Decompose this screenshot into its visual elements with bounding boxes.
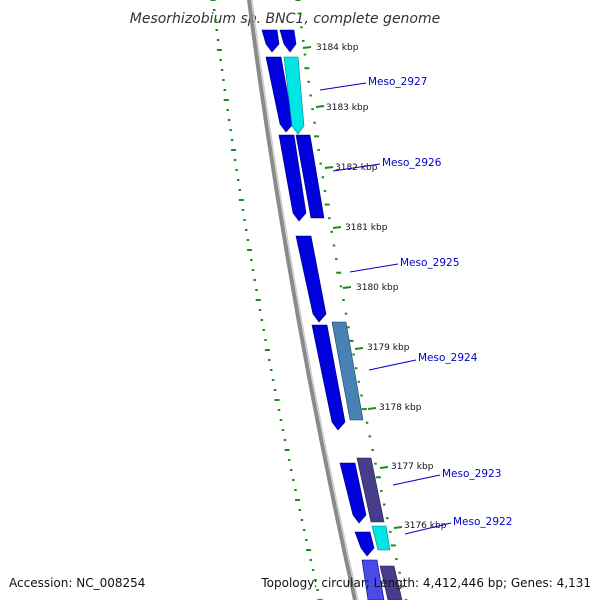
- gene-feature[interactable]: [356, 457, 385, 523]
- gene-feature[interactable]: [361, 559, 385, 600]
- gene-label-meso-2922[interactable]: Meso_2922: [453, 516, 512, 528]
- scale-tick: [302, 46, 312, 49]
- scale-label: 3179 kbp: [367, 343, 410, 353]
- label-leader: [404, 522, 452, 535]
- gene-feature[interactable]: [379, 565, 403, 600]
- scale-tick: [354, 347, 364, 350]
- label-leader: [319, 82, 367, 91]
- outer-tick-ring: [210, 0, 323, 600]
- gene-feature[interactable]: [331, 321, 364, 421]
- gene-feature[interactable]: [339, 462, 367, 524]
- label-leader: [349, 263, 399, 273]
- label-leader: [332, 163, 381, 172]
- gene-feature[interactable]: [261, 29, 280, 53]
- reverse-strand-genes: [261, 29, 385, 600]
- scale-label: 3177 kbp: [391, 462, 434, 472]
- gene-feature[interactable]: [278, 134, 307, 222]
- gene-feature[interactable]: [295, 134, 325, 219]
- label-leader: [368, 359, 417, 371]
- scale-tick: [324, 166, 334, 169]
- gene-feature[interactable]: [279, 29, 297, 53]
- gene-labels: Meso_2927 Meso_2926 Meso_2925 Meso_2924 …: [319, 76, 512, 535]
- label-leader: [392, 474, 441, 486]
- scale-label: 3176 kbp: [404, 521, 447, 531]
- scale-tick: [393, 526, 403, 529]
- forward-strand-genes: [279, 29, 403, 600]
- gene-feature[interactable]: [371, 525, 391, 551]
- scale-label: 3184 kbp: [316, 43, 359, 53]
- genome-backbone: [247, 0, 357, 600]
- gene-feature[interactable]: [283, 56, 305, 135]
- scale-label: 3181 kbp: [345, 223, 388, 233]
- gene-label-meso-2925[interactable]: Meso_2925: [400, 257, 459, 269]
- gene-label-meso-2924[interactable]: Meso_2924: [418, 352, 478, 364]
- scale-tick: [315, 105, 325, 108]
- scale-label: 3180 kbp: [356, 283, 399, 293]
- topology-text: Topology: circular; Length: 4,412,446 bp…: [261, 576, 591, 590]
- gene-feature[interactable]: [354, 531, 375, 557]
- gene-label-meso-2923[interactable]: Meso_2923: [442, 468, 501, 480]
- accession-text: Accession: NC_008254: [9, 576, 146, 590]
- scale-labels: 3184 kbp 3183 kbp 3182 kbp 3181 kbp 3180…: [302, 43, 447, 531]
- genome-backbone-shade: [251, 0, 359, 600]
- gene-label-meso-2927[interactable]: Meso_2927: [368, 76, 427, 88]
- map-title: Mesorhizobium sp. BNC1, complete genome: [130, 11, 441, 27]
- gene-feature[interactable]: [311, 324, 346, 431]
- scale-tick: [379, 466, 389, 469]
- scale-label: 3183 kbp: [326, 103, 369, 113]
- gene-label-meso-2926[interactable]: Meso_2926: [382, 157, 442, 169]
- scale-tick: [332, 226, 342, 229]
- gene-feature[interactable]: [265, 56, 294, 133]
- scale-tick: [342, 286, 352, 289]
- inner-tick-ring: [295, 0, 408, 600]
- gene-feature[interactable]: [295, 235, 327, 323]
- scale-label: 3178 kbp: [379, 403, 422, 413]
- scale-tick: [367, 407, 377, 410]
